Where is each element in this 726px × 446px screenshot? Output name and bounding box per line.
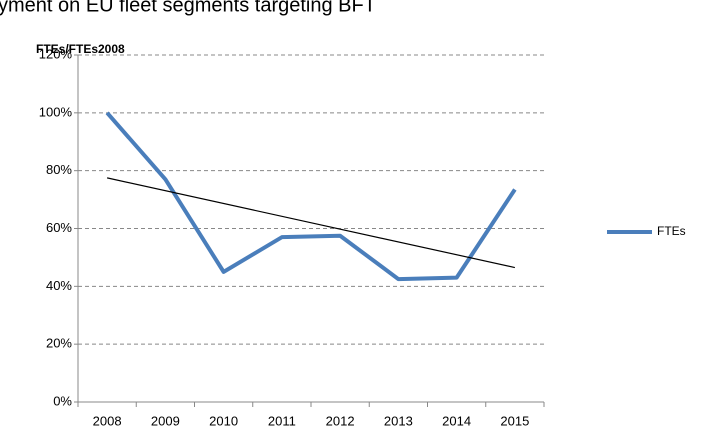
y-tick-label: 40% xyxy=(46,278,72,293)
x-tick-label: 2012 xyxy=(326,413,355,428)
series-line xyxy=(105,111,517,282)
trend-line xyxy=(106,177,516,269)
y-tick-label: 0% xyxy=(53,393,72,408)
x-tick-label: 2011 xyxy=(268,413,296,428)
y-tick-label: 120% xyxy=(39,46,73,61)
x-tick-label: 2015 xyxy=(500,413,529,428)
x-tick-label: 2008 xyxy=(93,413,122,428)
x-tick-label: 2013 xyxy=(384,413,413,428)
y-tick-label: 80% xyxy=(46,162,72,177)
y-axis-label: FTEs/FTEs2008 xyxy=(36,42,125,56)
y-tick-label: 100% xyxy=(39,104,73,119)
chart-title: yment on EU fleet segments targeting BFT xyxy=(0,0,376,16)
x-tick-label: 2009 xyxy=(151,413,180,428)
x-tick-label: 2010 xyxy=(209,413,238,428)
y-tick-label: 20% xyxy=(46,336,72,351)
x-tick-label: 2014 xyxy=(442,413,471,428)
y-tick-label: 60% xyxy=(46,220,72,235)
legend-label: FTEs xyxy=(657,224,686,238)
